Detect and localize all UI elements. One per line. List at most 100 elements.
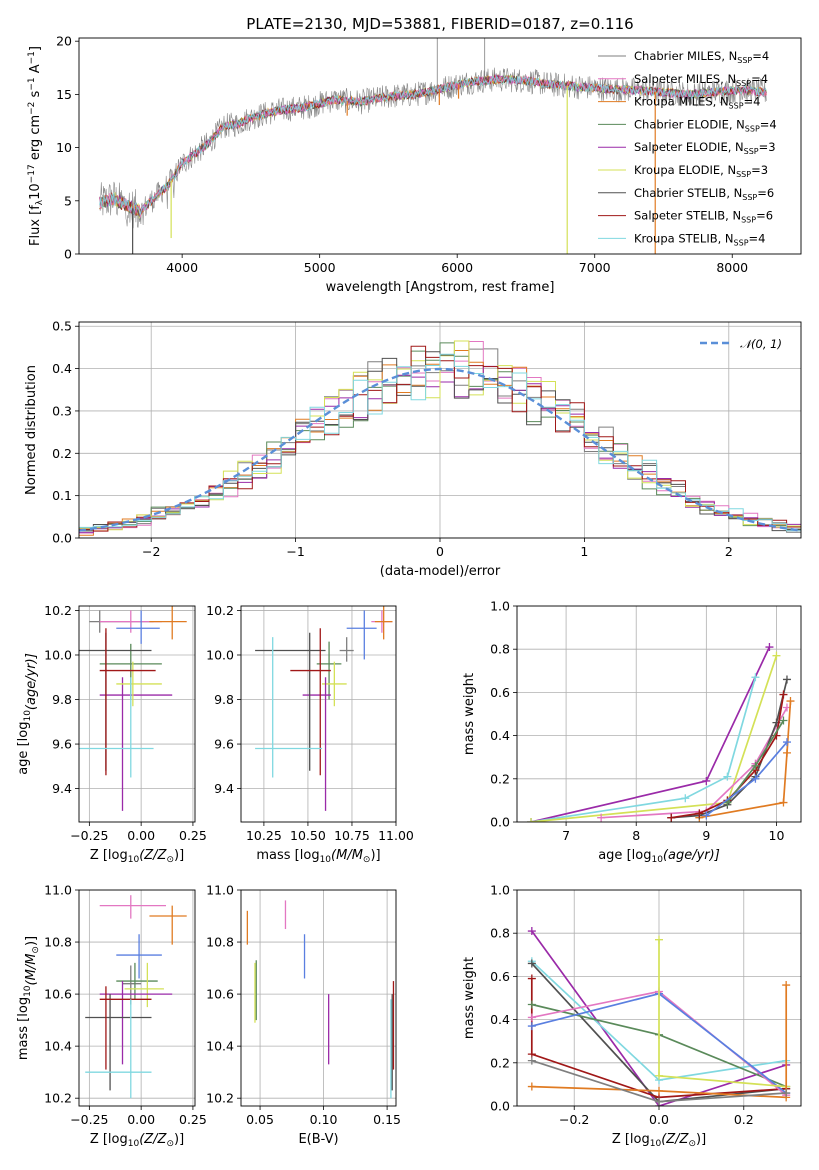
legend-label: Chabrier ELODIE, NSSP=4	[634, 117, 777, 133]
spectrum-line	[99, 75, 767, 215]
label-part: Salpeter MILES, N	[634, 72, 736, 86]
y-tick-label: 9.6	[52, 737, 72, 752]
y-tick-label: 10.2	[206, 1091, 234, 1106]
y-tick-label: 10.6	[44, 987, 72, 1002]
y-tick-label: 0	[64, 247, 72, 262]
weight-marker	[723, 772, 732, 781]
label-part: −1	[27, 51, 37, 64]
x-tick-label: 6000	[441, 260, 473, 275]
axes-frame	[78, 37, 802, 255]
x-axis-label: E(B-V)	[298, 1132, 338, 1147]
label-part: wavelength [Angstrom, rest frame]	[326, 280, 555, 295]
legend-label: Salpeter STELIB, NSSP=6	[634, 209, 773, 225]
axes-residuals: −2 −1 0 1 2 0.0 0.1 0.2 0.3 0.4 0.5 (data-model)/er…	[24, 319, 802, 579]
y-tick-label: 1.0	[490, 883, 510, 898]
label-part: 10	[23, 985, 33, 997]
label-part: =3	[759, 140, 776, 154]
label-part: ]	[28, 46, 43, 51]
label-part: =6	[757, 186, 774, 200]
plot-area-weight-age	[517, 606, 801, 822]
y-tick-label: 0.2	[490, 771, 510, 786]
y-tick-label: 0.0	[52, 531, 72, 546]
legend-label: 𝒩(0, 1)	[740, 337, 782, 351]
y-tick-label: 5	[64, 193, 72, 208]
label-part: ⊙	[363, 855, 371, 865]
label-part: Z [log	[90, 1132, 128, 1147]
label-part: age [log	[16, 722, 31, 775]
label-part: (data-model)/error	[380, 564, 501, 579]
label-part: Chabrier STELIB, N	[634, 186, 742, 200]
label-part: Salpeter ELODIE, N	[634, 140, 744, 154]
x-axis-label: Z [log10(Z/Z⊙)]	[90, 1132, 184, 1149]
weight-line	[530, 677, 757, 822]
y-tick-label: 10.0	[44, 647, 72, 662]
x-tick-label: 10.75	[334, 828, 370, 843]
label-part: (M/M	[331, 848, 363, 863]
weight-marker	[772, 651, 781, 660]
weight-marker	[751, 761, 760, 770]
x-tick-label: 0.15	[373, 1112, 401, 1127]
label-part: SSP	[744, 147, 759, 156]
y-axis-label: Normed distribution	[24, 365, 39, 495]
label-part: Chabrier ELODIE, N	[634, 117, 745, 131]
x-tick-label: 4000	[166, 260, 198, 275]
gaussian-curve	[79, 367, 801, 532]
label-part: )]	[696, 1132, 706, 1147]
axes-spectrum: 4000 5000 6000 7000 8000 0 5 10 15 20 wavelength […	[27, 34, 802, 295]
y-tick-label: 0.8	[490, 642, 510, 657]
legend-label: Salpeter ELODIE, NSSP=3	[634, 140, 776, 156]
y-tick-label: 0.4	[490, 728, 510, 743]
weight-marker	[527, 1022, 536, 1031]
y-tick-label: 0.5	[52, 319, 72, 334]
weight-marker	[527, 959, 536, 968]
axes-frame	[78, 321, 802, 539]
x-tick-label: 0.25	[179, 1112, 207, 1127]
legend-label: Kroupa STELIB, NSSP=4	[634, 231, 765, 247]
label-part: 10	[651, 855, 663, 865]
axes-frame	[240, 889, 397, 1107]
weight-marker	[779, 716, 788, 725]
weight-marker	[527, 1013, 536, 1022]
label-part: A	[28, 64, 43, 77]
plot-area-spectrum	[99, 38, 767, 254]
x-tick-label: 5000	[304, 260, 336, 275]
y-tick-label: 20	[56, 34, 72, 49]
x-tick-label: 7	[562, 828, 570, 843]
y-tick-label: 10.0	[206, 647, 234, 662]
axes-frame	[516, 605, 802, 823]
weight-marker	[655, 1086, 663, 1095]
x-tick-label: 7000	[579, 260, 611, 275]
label-part: Flux [f	[28, 205, 43, 246]
plot-area-mass-ebv	[241, 890, 396, 1106]
y-tick-label: 9.8	[214, 692, 234, 707]
weight-marker	[786, 697, 795, 706]
label-part: SSP	[742, 193, 757, 202]
label-part: (Z/Z	[139, 1132, 167, 1147]
label-part: =4	[760, 117, 777, 131]
label-part: Kroupa STELIB, N	[634, 231, 734, 245]
label-part: age [log	[598, 848, 651, 863]
weight-marker	[779, 690, 788, 699]
weight-marker	[782, 1089, 791, 1098]
plot-area-residuals	[79, 322, 801, 538]
axes-frame	[78, 605, 196, 823]
x-tick-label: 8	[632, 828, 640, 843]
weight-line	[531, 985, 788, 1099]
y-tick-label: 10.4	[44, 1039, 72, 1054]
label-part: (Z/Z	[139, 848, 167, 863]
y-tick-label: 10.4	[206, 1039, 234, 1054]
x-axis-label: age [log10(age/yr)]	[598, 848, 720, 865]
label-part: SSP	[736, 79, 751, 88]
legend-label: Chabrier STELIB, NSSP=6	[634, 186, 774, 202]
y-tick-label: 1.0	[490, 599, 510, 614]
weight-marker	[527, 818, 536, 822]
weight-marker	[527, 974, 536, 983]
y-tick-label: 9.8	[52, 692, 72, 707]
label-part: ⊙	[166, 1139, 174, 1149]
x-tick-label: 11.00	[378, 828, 414, 843]
label-part: Kroupa MILES, N	[634, 95, 729, 109]
weight-marker	[527, 927, 536, 936]
x-tick-label: 0.0	[649, 1112, 669, 1127]
